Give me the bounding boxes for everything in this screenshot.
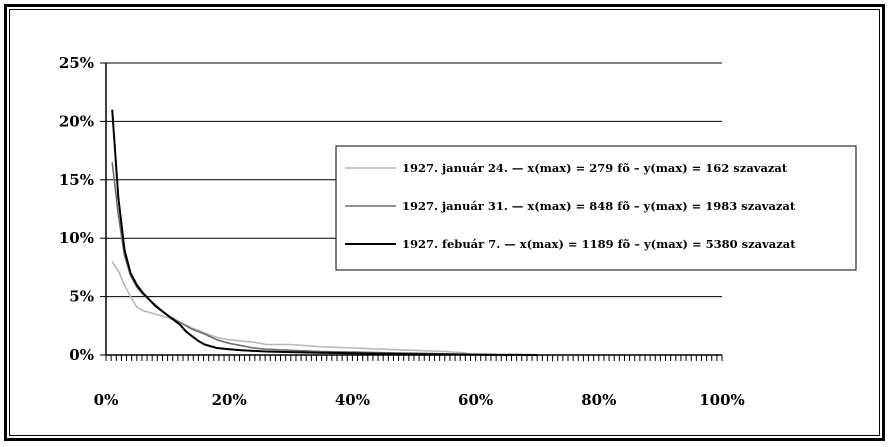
- legend: 1927. január 24. — x(max) = 279 fõ – y(m…: [335, 145, 857, 271]
- y-tick-label-0: 0%: [69, 346, 94, 364]
- x-tick-label-4: 80%: [581, 391, 616, 409]
- x-tick-label-1: 20%: [212, 391, 247, 409]
- series-line-0: [111, 261, 476, 356]
- tick-labels: 0% 5% 10% 15% 20% 25% 0% 20% 40% 60% 80% 100%: [59, 54, 745, 409]
- chart-inner-border: [9, 9, 880, 436]
- series-line-2: [111, 109, 538, 356]
- x-tick-label-5: 100%: [699, 391, 745, 409]
- legend-label-2: 1927. febuár 7. — x(max) = 1189 fõ – y(m…: [402, 237, 796, 251]
- legend-box: [335, 145, 857, 271]
- x-tick-label-3: 60%: [458, 391, 493, 409]
- series-lines: [111, 109, 538, 356]
- x-tick-label-2: 40%: [335, 391, 370, 409]
- legend-label-1: 1927. január 31. — x(max) = 848 fõ – y(m…: [402, 199, 796, 213]
- y-tick-label-5: 25%: [59, 54, 94, 72]
- series-line-1: [111, 162, 507, 356]
- y-tick-label-4: 20%: [59, 112, 94, 130]
- y-tick-label-1: 5%: [69, 288, 94, 306]
- y-tick-label-2: 10%: [59, 229, 94, 247]
- y-tick-label-3: 15%: [59, 171, 94, 189]
- x-tick-label-0: 0%: [94, 391, 119, 409]
- legend-label-0: 1927. január 24. — x(max) = 279 fõ – y(m…: [402, 161, 788, 175]
